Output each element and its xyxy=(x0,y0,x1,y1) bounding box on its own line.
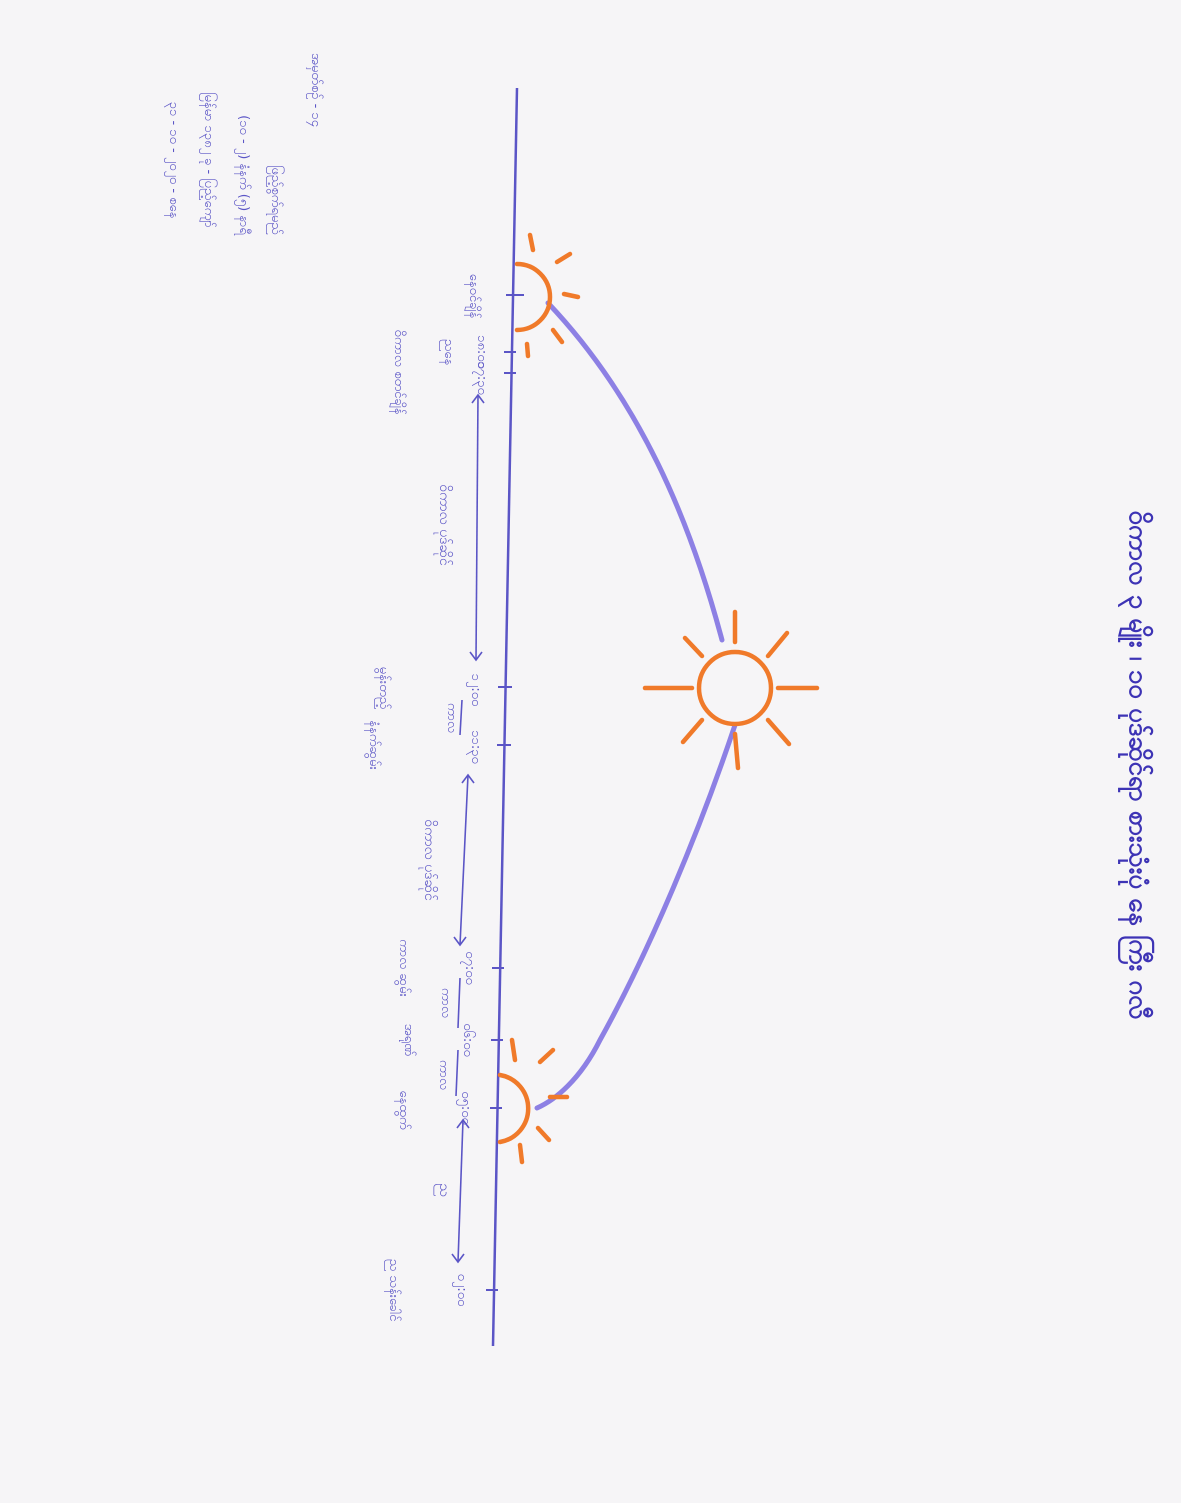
tick-marks xyxy=(486,294,524,1291)
span-arrows xyxy=(451,393,485,1264)
tick-time-dawn: ၀၆:၀၀ xyxy=(460,1023,476,1057)
span-label-dawn-gap: ကာလ xyxy=(438,988,453,1018)
tick-time-morning-meal: ၁၁:၃၀ xyxy=(466,730,483,764)
tick-label-noon: မွန်းတည့် xyxy=(374,667,392,710)
tick-time-evening: ၁၈:၀၀ xyxy=(474,335,489,369)
tick-time-midnight: ၀၂:၀၀ xyxy=(452,1274,469,1307)
sun-arc xyxy=(534,300,738,1111)
noon-sun-icon xyxy=(642,609,820,771)
tick-labels: နေဝင်ချိန် ၁၈:၀၀ ညနေ ၁၇:၃၀ ဝိကာလ စတင်ချိ… xyxy=(364,274,489,1322)
sunset-sun-icon xyxy=(514,232,581,359)
tick-label-kala-meal: ကာလ ဆွမ်း xyxy=(394,939,412,997)
tick-time-noon: ၁၂:၀၀ xyxy=(466,674,483,707)
note-line-5: အမှတ်စဉ် - ၁၄ xyxy=(306,53,324,128)
tick-label-midnight: ည သန်းခေါင် xyxy=(384,1259,402,1322)
tick-time-vikala: ၁၇:၃၀ xyxy=(472,361,489,395)
tick-label-dawn: အရုဏ် xyxy=(399,1024,417,1057)
span-label-noon-gap: ကာလ xyxy=(444,703,459,733)
note-line-2: မြန်မာ ၁၃၈၂ ခု - ပြည့်ကျော် xyxy=(199,92,218,228)
notes: ၃၁ - ၁၀ - ၂၀၂၀ - စနေ မြန်မာ ၁၃၈၂ ခု - ပြ… xyxy=(164,53,324,235)
span-label-sunrise-gap: ကာလ xyxy=(436,1060,451,1090)
tick-time-sunrise: ၀၅:၀၀ xyxy=(456,1091,473,1125)
tick-label-vikala: ဝိကာလ စတင်ချိန် xyxy=(389,330,407,416)
note-line-3: (၁၀ - ၂) နံနက် (၅) နာရီ xyxy=(234,115,252,235)
tick-label-sunrise: နေထွက် xyxy=(394,1090,412,1129)
note-line-4: ဖြည့်စွက်ရမည် xyxy=(266,165,285,235)
span-label-night: ည xyxy=(434,1183,452,1197)
span-label-morning: ဝိကာလ ပုဒ်ဆိုင် xyxy=(419,819,437,901)
page-title: ဝိကာလ ၃ မျိုး ၊ ၁၀ ပုဒ်ဆိုင်ရာ စားသုံးပု… xyxy=(1117,510,1156,1019)
tick-time-kala-meal: ၀၇:၀၀ xyxy=(460,951,477,985)
tick-label-morning-meal: နံနက်ဆွမ်း xyxy=(364,720,382,769)
sunrise-sun-icon xyxy=(497,1037,570,1165)
span-labels: ဝိကာလ ပုဒ်ဆိုင် ကာလ ဝိကာလ ပုဒ်ဆိုင် ကာလ … xyxy=(419,484,459,1197)
tick-label-evening: ညနေ xyxy=(439,339,456,366)
span-label-afternoon: ဝိကာလ ပုဒ်ဆိုင် xyxy=(434,484,452,566)
note-line-1: ၃၁ - ၁၀ - ၂၀၂၀ - စနေ xyxy=(164,102,181,219)
tick-label-sunset: နေဝင်ချိန် xyxy=(464,274,482,319)
horizon-line xyxy=(491,87,519,1347)
